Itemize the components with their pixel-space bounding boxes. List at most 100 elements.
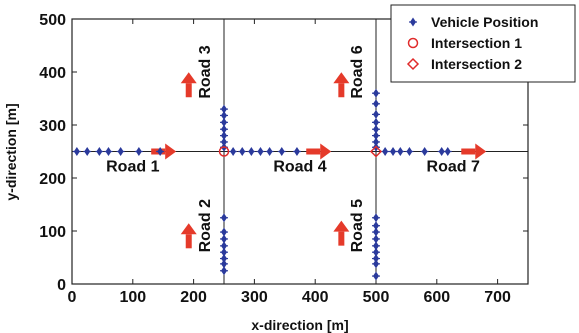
arrow-shaft (338, 83, 345, 98)
vehicle-position-point (277, 147, 286, 156)
vehicle-position-point (381, 147, 390, 156)
road-labels: Road 1 Road 2 Road 3 Road 4 Road 5 Road 6 Road… (106, 45, 480, 252)
vehicle-position-point (83, 147, 92, 156)
legend-intersection-1-marker (407, 37, 419, 49)
legend-label: Vehicle Position (431, 14, 538, 30)
legend-item: Vehicle Position (409, 14, 538, 30)
vehicle-position-point (156, 147, 165, 156)
legend-box (390, 4, 576, 83)
road-label: Road 3 (197, 45, 214, 98)
y-tick-label: 200 (39, 171, 66, 188)
x-tick-label: 100 (119, 289, 146, 306)
vehicle-position-point (220, 131, 228, 141)
arrow-head (475, 143, 487, 160)
vehicle-position-point (220, 254, 228, 264)
vehicle-position-point (220, 227, 228, 237)
vehicle-position-point (420, 147, 429, 156)
legend-item: Intersection 2 (406, 56, 522, 72)
vehicle-position-point (220, 234, 228, 244)
vehicle-position-point (372, 271, 380, 281)
vehicle-position-point (372, 241, 380, 251)
vehicle-position-point (220, 110, 228, 120)
vehicle-position-point (372, 124, 380, 134)
vehicle-position-point (220, 117, 228, 127)
direction-arrow (333, 220, 350, 246)
x-axis-label: x-direction [m] (251, 317, 348, 333)
vehicle-position-point (372, 254, 380, 264)
arrow-shaft (185, 234, 192, 249)
vehicle-position-point (116, 147, 125, 156)
vehicle-position-point (220, 259, 228, 269)
legend-items: Vehicle Position Intersection 1 Intersecti… (406, 14, 538, 72)
vehicle-position-point (95, 147, 104, 156)
direction-arrow (461, 143, 487, 160)
intersection-2-point (369, 145, 383, 158)
direction-arrow (180, 72, 197, 98)
vehicle-position-point (372, 227, 380, 237)
arrow-head (333, 72, 350, 84)
arrow-shaft (306, 148, 321, 155)
road-label: Road 5 (349, 199, 366, 252)
vehicle-position-point (443, 147, 452, 156)
arrow-head (180, 72, 197, 84)
road-label: Road 7 (427, 159, 480, 176)
road-label: Road 1 (106, 159, 159, 176)
data-points (72, 88, 452, 281)
vehicle-position-point (372, 213, 380, 223)
vehicle-position-point (372, 234, 380, 244)
vehicle-position-point (292, 147, 301, 156)
vehicle-position-point (256, 147, 265, 156)
vehicle-position-point (229, 147, 238, 156)
x-tick-label: 200 (180, 289, 207, 306)
intersection-1-point (218, 146, 230, 157)
vehicle-position-point (372, 259, 380, 269)
x-tick-label: 400 (302, 289, 329, 306)
vehicle-position-point (372, 137, 380, 147)
direction-arrow (333, 72, 350, 98)
vehicle-position-point (372, 88, 380, 98)
x-tick-label: 0 (68, 289, 77, 306)
arrow-shaft (461, 148, 476, 155)
arrow-head (165, 143, 177, 160)
arrow-head (180, 223, 197, 235)
y-tick-label: 100 (39, 224, 66, 241)
direction-arrow (306, 143, 332, 160)
road-label: Road 2 (197, 199, 214, 252)
vehicle-position-point (372, 117, 380, 127)
arrow-head (320, 143, 332, 160)
vehicle-position-point (220, 213, 228, 223)
axis-ticks: 0 100 200 300 400 500 600 700 0 100 200 300 400 500 (39, 12, 528, 306)
vehicle-position-point (405, 147, 414, 156)
vehicle-position-point (220, 247, 228, 257)
x-tick-label: 500 (363, 289, 390, 306)
arrow-shaft (338, 231, 345, 246)
vehicle-position-point (389, 147, 398, 156)
road-label: Road 6 (349, 45, 366, 98)
y-tick-label: 400 (39, 65, 66, 82)
vehicle-position-point (247, 147, 256, 156)
vehicle-position-point (220, 104, 228, 114)
vehicle-position-point (72, 147, 81, 156)
road-label: Road 4 (273, 159, 326, 176)
x-tick-label: 700 (484, 289, 511, 306)
legend-label: Intersection 1 (431, 35, 522, 51)
vehicle-position-point (220, 137, 228, 147)
legend: Vehicle Position Intersection 1 Intersecti… (390, 4, 576, 83)
vehicle-position-point (220, 266, 228, 276)
vehicle-position-point (220, 124, 228, 134)
vehicle-position-point (372, 131, 380, 141)
arrow-shaft (185, 83, 192, 98)
x-tick-label: 300 (241, 289, 268, 306)
vehicle-position-point (104, 147, 113, 156)
y-tick-label: 500 (39, 12, 66, 29)
vehicle-position-point (238, 147, 247, 156)
vehicle-position-point (220, 241, 228, 251)
y-axis-label: y-direction [m] (3, 103, 19, 200)
vehicle-position-point (372, 247, 380, 257)
vehicle-position-point (134, 147, 143, 156)
vehicle-position-point (265, 147, 274, 156)
vehicle-position-point (396, 147, 405, 156)
legend-label: Intersection 2 (431, 56, 522, 72)
legend-intersection-2-marker (406, 57, 420, 71)
